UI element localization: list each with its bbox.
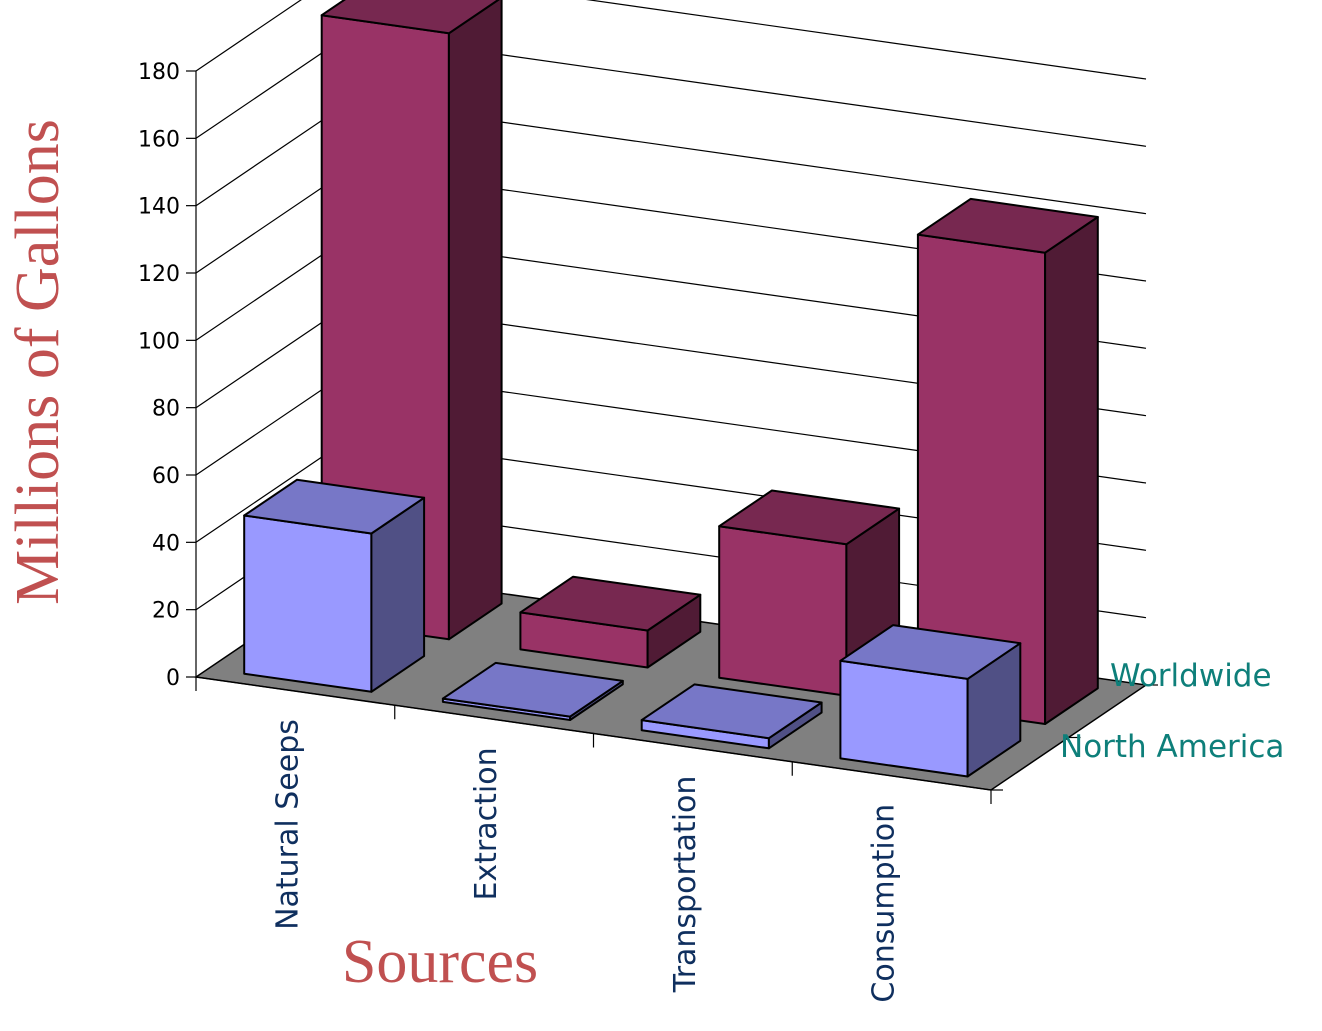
bar-front-face bbox=[839, 659, 969, 778]
bar-top-face bbox=[839, 624, 1022, 680]
bar-front-face bbox=[718, 525, 848, 697]
y-tick-label: 120 bbox=[138, 262, 180, 287]
x-axis-title: Sources bbox=[342, 928, 538, 996]
y-tick-label: 100 bbox=[138, 329, 180, 354]
bar-top-face bbox=[916, 197, 1099, 254]
category-label: Transportation bbox=[668, 776, 703, 994]
y-tick-label: 160 bbox=[138, 127, 180, 152]
y-tick-label: 80 bbox=[152, 397, 180, 422]
category-label: Natural Seeps bbox=[270, 719, 305, 930]
category-label: Extraction bbox=[469, 747, 504, 900]
bar-top-face bbox=[718, 489, 901, 546]
y-tick-label: 40 bbox=[152, 531, 180, 556]
bar-north-america-extraction bbox=[441, 661, 624, 721]
north-america-bars bbox=[243, 478, 1022, 778]
bar-top-face bbox=[320, 0, 500, 35]
y-tick-label: 0 bbox=[166, 666, 180, 691]
gridline bbox=[195, 0, 1147, 80]
bar-top-face bbox=[243, 478, 426, 535]
worldwide-bars bbox=[320, 0, 1099, 725]
bar-top-face bbox=[519, 575, 702, 632]
bar-top-face bbox=[441, 661, 624, 718]
bar-north-america-consumption bbox=[839, 624, 1022, 778]
series-label-worldwide: Worldwide bbox=[1110, 658, 1272, 694]
bar-north-america-transportation bbox=[640, 683, 823, 750]
bar-worldwide-consumption bbox=[916, 197, 1099, 725]
x-axis-category-labels: Natural Seeps Extraction Transportation Con… bbox=[270, 719, 901, 1003]
bar-worldwide-natural-seeps bbox=[320, 0, 503, 641]
bar-side-face bbox=[1044, 216, 1099, 725]
bar-north-america-natural-seeps bbox=[243, 478, 426, 693]
bar-worldwide-extraction bbox=[519, 575, 702, 669]
category-label: Consumption bbox=[867, 804, 902, 1003]
series-label-north-america: North America bbox=[1060, 729, 1284, 765]
y-tick-label: 20 bbox=[152, 599, 180, 624]
y-tick-label: 60 bbox=[152, 464, 180, 489]
bar-side-face bbox=[447, 0, 503, 641]
bar-top-face bbox=[640, 683, 823, 740]
y-axis-title: Millions of Gallons bbox=[4, 119, 72, 605]
y-tick-label: 180 bbox=[138, 60, 180, 85]
y-axis-tick-labels: 0 20 40 60 80 100 120 140 160 180 bbox=[138, 60, 180, 691]
bar-front-face bbox=[243, 514, 373, 693]
y-tick-label: 140 bbox=[138, 195, 180, 220]
